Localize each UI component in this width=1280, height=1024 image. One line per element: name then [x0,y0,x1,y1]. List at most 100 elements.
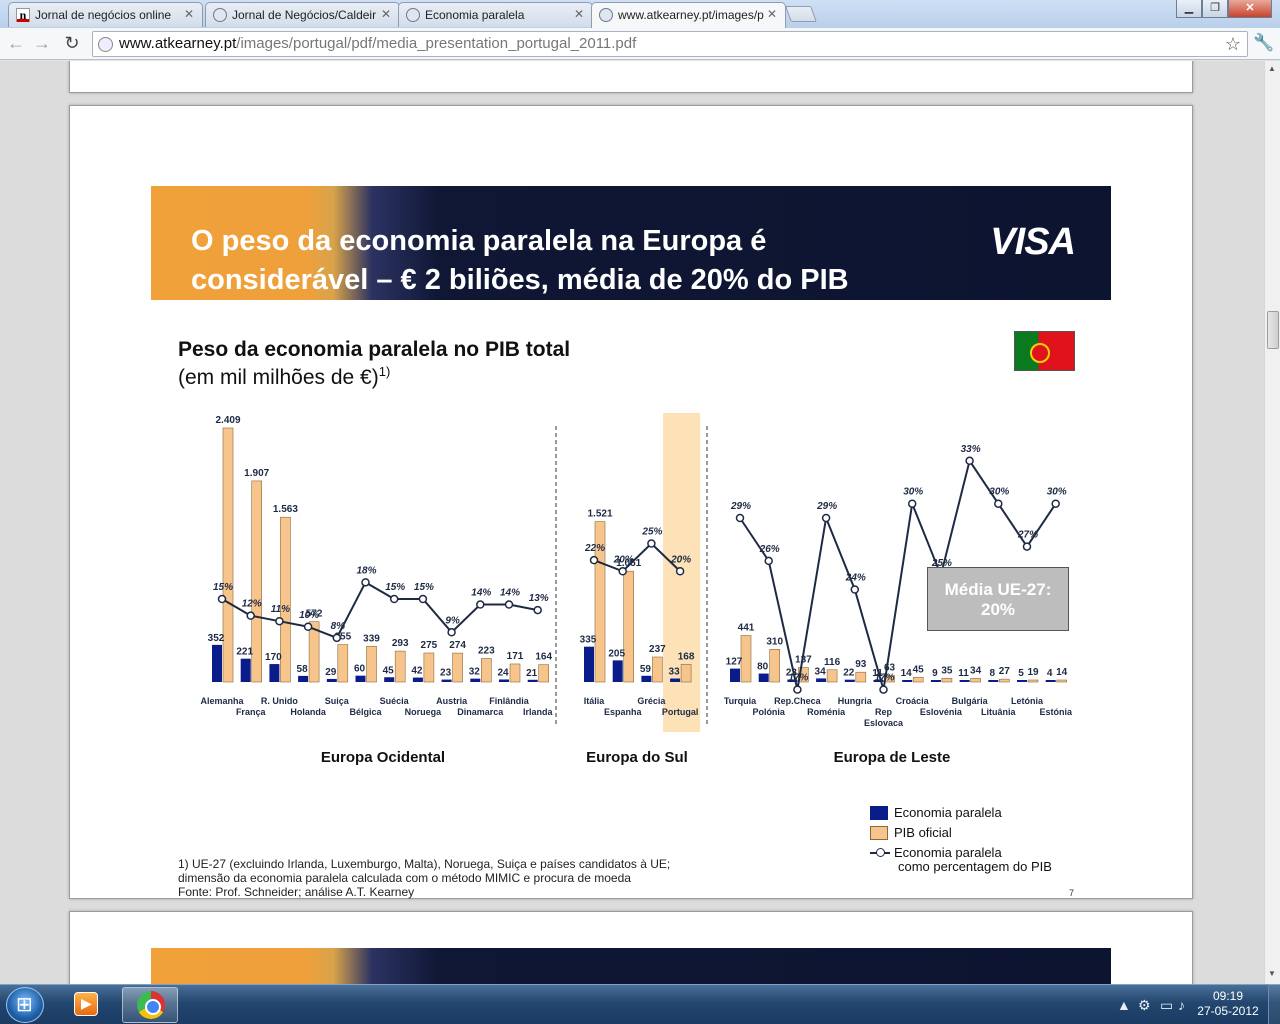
wrench-icon[interactable]: 🔧 [1253,33,1275,52]
chart-subtitle: (em mil milhões de €)1) [178,364,390,390]
minimize-button[interactable]: ▁ [1176,0,1202,18]
data-label-gdp: 171 [507,651,524,662]
address-bar[interactable]: www.atkearney.pt/images/portugal/pdf/med… [92,31,1248,57]
scroll-up-icon[interactable]: ▲ [1268,64,1276,73]
pdf-viewer: O peso da economia paralela na Europa é … [0,61,1264,984]
start-button[interactable] [6,987,44,1023]
category-label: Hungria [838,696,873,706]
scroll-thumb[interactable] [1267,311,1279,349]
slide-banner: O peso da economia paralela na Europa é … [151,186,1111,300]
media-player-icon [74,992,98,1016]
bar-official-gdp [798,667,809,683]
bar-official-gdp [394,650,406,683]
category-label: Finlândia [489,696,529,706]
pct-label: 15% [213,582,233,593]
category-label: Letónia [1011,696,1044,706]
pct-label: 26% [759,544,780,555]
bar-shadow-economy [902,680,913,682]
taskbar-media-player[interactable] [58,987,114,1023]
pct-point [1022,542,1032,551]
page-icon [98,37,113,52]
pct-label: 10% [299,610,319,621]
data-label-gdp: 355 [334,632,351,643]
forward-button[interactable]: → [33,33,51,53]
close-icon[interactable]: ✕ [183,7,194,21]
chart-subtitle-footnote-ref: 1) [378,364,391,379]
bar-official-gdp [912,676,924,683]
tray-expand-icon[interactable]: ▲ [1117,997,1131,1013]
data-label-shadow: 127 [726,657,743,668]
back-button[interactable]: ← [7,33,25,53]
bar-official-gdp [452,652,463,683]
bar-shadow-economy [930,680,941,682]
data-label-shadow: 21 [526,668,538,679]
bar-official-gdp [769,649,781,683]
pct-label: 8% [331,621,346,632]
pct-point [647,539,656,548]
bar-official-gdp [970,678,981,683]
data-label-gdp: 2.409 [215,415,240,426]
pct-point [332,633,342,643]
show-desktop-button[interactable] [1268,984,1280,1024]
category-label: Bulgária [952,696,989,706]
category-label: Suiça [325,696,350,706]
vertical-scrollbar[interactable]: ▲ ▼ [1264,61,1280,984]
data-label-gdp: 223 [478,645,495,656]
pct-label: 33% [961,444,981,455]
pct-label: 13% [529,593,549,604]
taskbar-chrome[interactable] [122,987,178,1023]
pct-point [504,600,514,609]
data-label-gdp: 275 [421,640,438,651]
close-icon[interactable]: ✕ [573,7,584,21]
reload-button[interactable]: ↻ [64,33,80,53]
category-label: Lituânia [981,707,1016,717]
bar-shadow-economy [787,679,798,682]
category-label: Grécia [637,696,666,706]
pct-point [994,499,1003,508]
pct-point [764,556,773,566]
globe-icon [599,8,613,22]
taskbar-clock[interactable]: 09:19 27-05-2012 [1196,989,1260,1019]
category-label: Dinamarca [457,707,504,717]
new-tab-button[interactable] [785,6,817,22]
legend-swatch-shadow [870,806,888,820]
tab-jornal-caldeira[interactable]: Jornal de Negócios/Caldeir ✕ [205,2,400,27]
data-label-shadow: 352 [208,633,225,644]
data-label-gdp: 19 [1027,667,1039,678]
data-label-gdp: 137 [795,655,812,666]
data-label-shadow: 80 [757,662,769,673]
window-close-button[interactable]: ✕ [1228,0,1272,18]
pct-label: 22% [584,543,605,554]
bar-official-gdp [480,658,492,683]
pct-point [275,616,284,626]
data-label-gdp: 34 [970,665,982,676]
tab-atkearney[interactable]: www.atkearney.pt/images/p ✕ [591,2,786,28]
data-label-shadow: 8 [990,668,996,679]
category-label: Polónia [752,707,785,717]
category-label: Alemanha [200,696,244,706]
close-icon[interactable]: ✕ [380,7,391,21]
pct-point [850,585,860,594]
data-label-shadow: 58 [297,664,309,675]
category-label: Irlanda [523,707,554,717]
pdf-page-next [69,911,1193,984]
category-label: Turquia [724,696,757,706]
scroll-down-icon[interactable]: ▼ [1268,969,1276,978]
tray-monitor-icon[interactable]: ▭ [1160,997,1174,1013]
bookmark-star-icon[interactable]: ☆ [1224,34,1241,54]
tray-network-icon[interactable]: ⚙ [1138,997,1151,1013]
pdf-page-previous [69,61,1193,93]
legend-label: Economia paralela [894,845,1002,860]
pct-label: 14% [471,588,491,599]
pct-point [821,513,831,523]
bar-official-gdp [1027,679,1039,683]
tab-jornal-negocios[interactable]: n Jornal de negócios online ✕ [8,2,203,27]
tray-volume-icon[interactable]: ♪ [1178,997,1185,1013]
close-icon[interactable]: ✕ [766,7,777,21]
maximize-button[interactable]: ❐ [1202,0,1228,18]
tab-economia-paralela[interactable]: Economia paralela ✕ [398,2,593,27]
data-label-shadow: 9 [932,668,938,679]
data-label-gdp: 14 [1056,667,1068,678]
legend-swatch-gdp [870,826,888,840]
data-label-gdp: 93 [855,659,867,670]
